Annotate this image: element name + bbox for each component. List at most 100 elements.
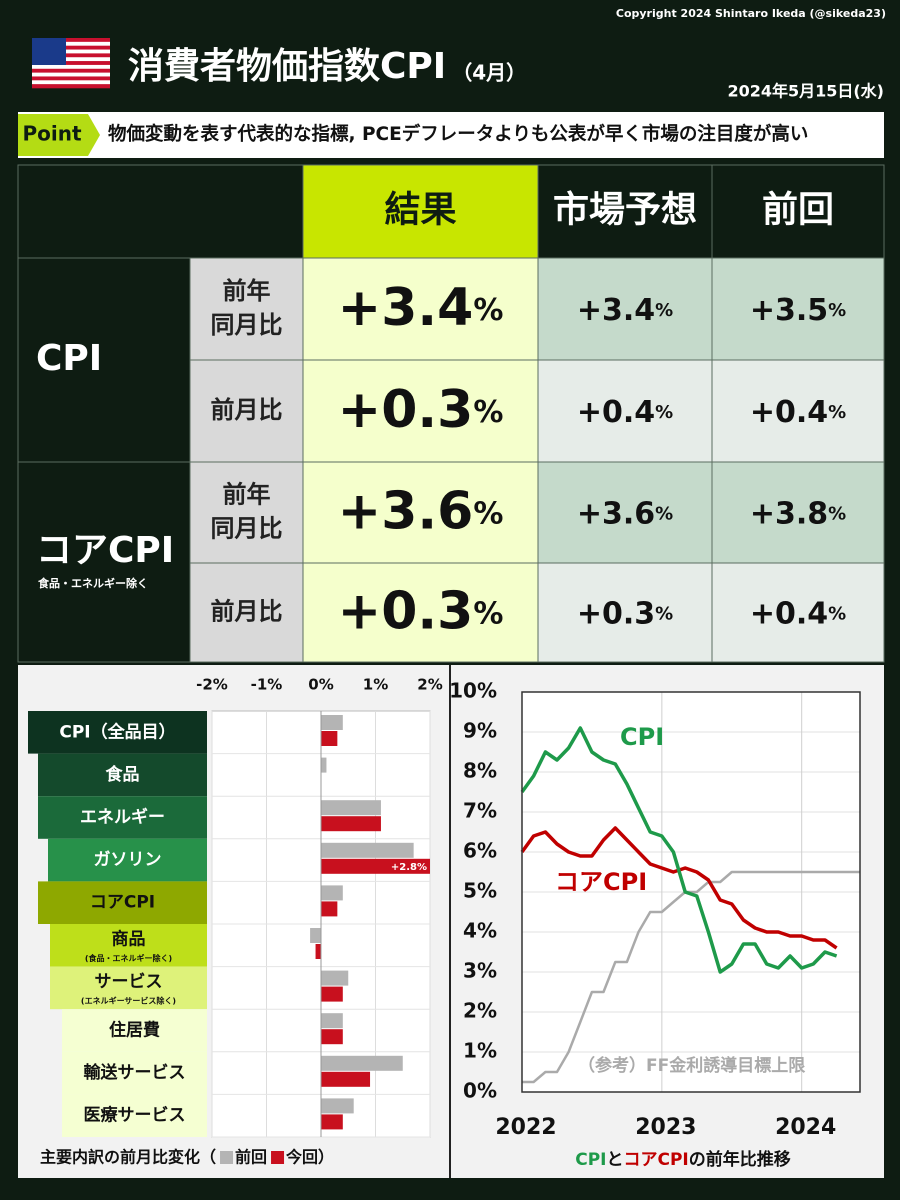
group-cell bbox=[17, 257, 191, 463]
value-cell bbox=[537, 461, 713, 564]
row-label-cell bbox=[189, 562, 304, 663]
bar bbox=[321, 901, 338, 917]
category-box bbox=[62, 1009, 207, 1052]
category-box bbox=[38, 753, 207, 797]
value-unit: % bbox=[473, 395, 503, 430]
flag-stripe bbox=[32, 57, 110, 62]
category-box bbox=[62, 1051, 207, 1095]
category-box bbox=[50, 924, 207, 967]
bar bbox=[321, 970, 349, 986]
value-number: +3.6 bbox=[338, 482, 474, 542]
x-tick-label: 2% bbox=[417, 676, 442, 694]
value-number: +3.5 bbox=[750, 293, 828, 328]
value-unit: % bbox=[828, 300, 846, 321]
flag-stripe bbox=[32, 80, 110, 85]
category-box bbox=[38, 796, 207, 839]
category-label: 医療サービス bbox=[84, 1105, 186, 1126]
value-text: +0.4% bbox=[750, 596, 846, 631]
category-label: ガソリン bbox=[94, 850, 162, 870]
flag-stripe bbox=[32, 53, 110, 58]
y-tick-label: 5% bbox=[463, 879, 497, 903]
y-tick-label: 10% bbox=[449, 679, 497, 703]
value-number: +0.4 bbox=[750, 596, 828, 631]
value-cell bbox=[537, 562, 713, 663]
value-label: +2.8% bbox=[391, 862, 427, 873]
plot-frame bbox=[521, 691, 861, 1093]
flag-stripe bbox=[32, 49, 110, 54]
column-header: 市場予想 bbox=[553, 190, 697, 231]
table-header-blank bbox=[17, 164, 304, 259]
chart-title-part: CPI bbox=[575, 1150, 606, 1170]
column-header-cell bbox=[537, 164, 713, 259]
bar bbox=[321, 1013, 343, 1029]
group-note: 食品・エネルギー除く bbox=[38, 576, 148, 590]
value-text: +3.6% bbox=[338, 482, 504, 542]
value-cell bbox=[711, 461, 885, 564]
value-unit: % bbox=[473, 596, 503, 631]
chart-title: 主要内訳の前月比変化（ bbox=[40, 1148, 216, 1167]
point-text: 物価変動を表す代表的な指標, PCEデフレータよりも公表が早く市場の注目度が高い bbox=[108, 123, 808, 145]
bars bbox=[310, 715, 430, 1130]
chart-title-part: の前年比推移 bbox=[689, 1149, 791, 1170]
row-label-cell bbox=[189, 461, 304, 564]
value-text: +3.4% bbox=[577, 293, 673, 328]
series-label: コアCPI bbox=[555, 868, 647, 896]
value-number: +3.4 bbox=[577, 293, 655, 328]
row-label: 前年 bbox=[223, 277, 271, 305]
category-box bbox=[48, 838, 207, 882]
y-tick-label: 4% bbox=[463, 919, 497, 943]
column-header-cell bbox=[302, 164, 539, 259]
line-series bbox=[522, 870, 860, 1084]
value-number: +0.3 bbox=[338, 582, 474, 642]
row-label-cell bbox=[189, 359, 304, 463]
flag-stripe bbox=[32, 64, 110, 70]
series-label: （参考）FF金利誘導目標上限 bbox=[578, 1055, 805, 1076]
value-cell bbox=[711, 257, 885, 361]
value-cell bbox=[537, 257, 713, 361]
title-note: （4月） bbox=[452, 61, 526, 85]
x-tick-label: 2022 bbox=[495, 1115, 556, 1140]
category-label: 住居費 bbox=[109, 1020, 160, 1041]
chart-title: CPIとコアCPIの前年比推移 bbox=[575, 1149, 791, 1170]
value-unit: % bbox=[828, 604, 846, 625]
row-label: 前月比 bbox=[211, 598, 283, 626]
value-unit: % bbox=[655, 300, 673, 321]
value-text: +3.5% bbox=[750, 293, 846, 328]
value-unit: % bbox=[473, 293, 503, 328]
category-label: コアCPI bbox=[90, 893, 155, 913]
value-number: +3.8 bbox=[750, 496, 828, 531]
bar bbox=[321, 986, 343, 1002]
bar bbox=[321, 715, 343, 730]
value-number: +0.4 bbox=[750, 395, 828, 430]
bar bbox=[321, 858, 430, 874]
flag-stripe bbox=[32, 41, 110, 46]
group-name: コアCPI bbox=[36, 530, 174, 571]
value-number: +3.6 bbox=[577, 496, 655, 531]
value-unit: % bbox=[655, 604, 673, 625]
y-tick-label: 7% bbox=[463, 799, 497, 823]
bar bbox=[321, 1071, 371, 1087]
value-text: +0.4% bbox=[577, 395, 673, 430]
flag-stripe bbox=[32, 84, 110, 89]
value-number: +3.4 bbox=[338, 278, 474, 338]
chart-title-part: と bbox=[607, 1150, 624, 1170]
value-cell bbox=[302, 257, 539, 361]
value-number: +0.4 bbox=[577, 395, 655, 430]
flag-stripe bbox=[32, 45, 110, 50]
point-label: Point bbox=[22, 122, 81, 146]
group-name: CPI bbox=[36, 338, 102, 379]
flag-stripe bbox=[32, 76, 110, 81]
y-tick-label: 2% bbox=[463, 999, 497, 1023]
value-text: +3.8% bbox=[750, 496, 846, 531]
row-label: 前年 bbox=[223, 481, 271, 509]
flag-stripe bbox=[32, 38, 110, 43]
value-unit: % bbox=[828, 402, 846, 423]
value-text: +0.3% bbox=[338, 380, 504, 440]
flag-stripe bbox=[32, 61, 110, 66]
copyright: Copyright 2024 Shintaro Ikeda (@sikeda23… bbox=[616, 7, 886, 20]
category-label: CPI（全品目） bbox=[59, 721, 175, 742]
value-unit: % bbox=[655, 402, 673, 423]
legend-swatch bbox=[220, 1151, 234, 1164]
x-tick-label: 2024 bbox=[775, 1115, 836, 1140]
